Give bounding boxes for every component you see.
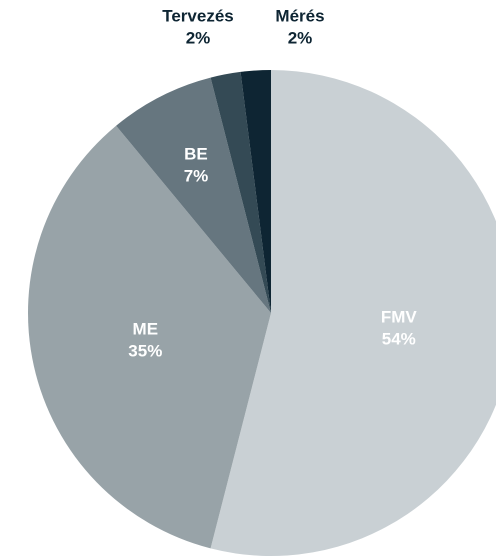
slice-value-label: 54% [382, 330, 416, 349]
slice-value-label: 2% [186, 28, 211, 47]
slice-label: ME [133, 320, 159, 339]
slice-label: Mérés [275, 6, 324, 25]
pie-slice [27, 125, 272, 549]
slice-label: FMV [381, 308, 418, 327]
slice-label: Tervezés [162, 6, 234, 25]
slice-label: BE [184, 144, 208, 163]
pie-slice [210, 70, 496, 556]
pie-slice [116, 77, 271, 313]
slice-value-label: 2% [288, 28, 313, 47]
pie-slice [210, 71, 271, 313]
pie-slice [240, 70, 271, 313]
slice-value-label: 35% [128, 342, 162, 361]
slice-value-label: 7% [184, 166, 209, 185]
